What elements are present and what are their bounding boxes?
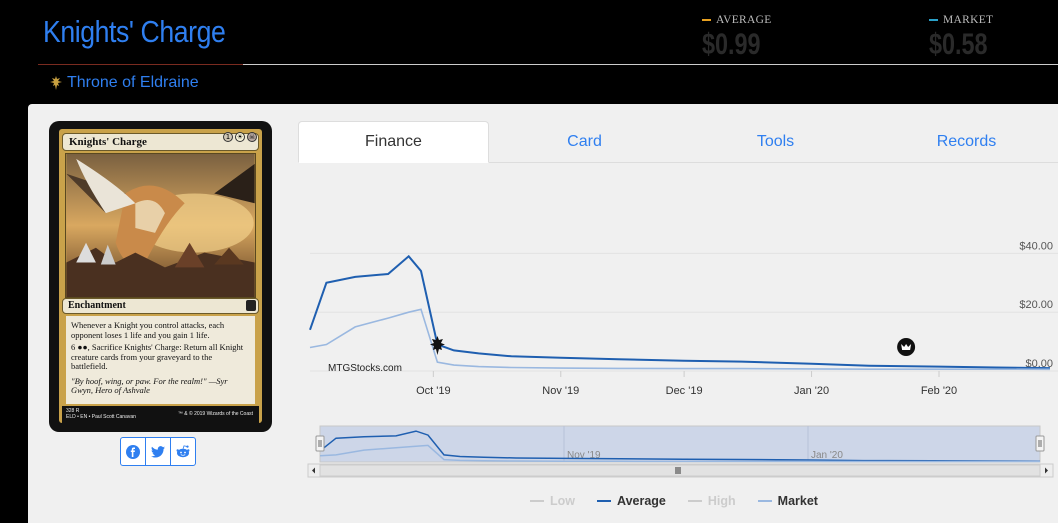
reddit-icon xyxy=(176,445,190,458)
series-line-market xyxy=(309,308,1051,371)
card-copyright: ™ & © 2019 Wizards of the Coast xyxy=(177,411,253,417)
market-price-stat: MARKET $0.58 xyxy=(929,14,1004,62)
twitter-share-button[interactable] xyxy=(145,437,171,466)
y-tick-label: $20.00 xyxy=(1019,299,1053,311)
market-color-dash xyxy=(929,19,938,21)
generic-mana-icon: 1 xyxy=(223,132,233,142)
reddit-share-button[interactable] xyxy=(170,437,196,466)
legend-label: Average xyxy=(617,494,666,508)
tab-bar: Finance Card Tools Records xyxy=(298,121,1058,163)
card-title: Knights' Charge xyxy=(43,14,226,49)
legend-item-average[interactable]: Average xyxy=(597,494,666,508)
market-label: MARKET xyxy=(943,14,994,26)
chart-watermark: MTGStocks.com xyxy=(328,363,402,374)
card-rules-text-1: Whenever a Knight you control attacks, e… xyxy=(71,320,225,340)
tab-finance[interactable]: Finance xyxy=(298,121,489,163)
navigator-tick-label: Nov '19 xyxy=(567,450,601,461)
header-divider xyxy=(243,64,1058,65)
chart-legend: Low Average High Market xyxy=(530,494,818,508)
navigator-range xyxy=(319,425,1041,463)
set-name[interactable]: Throne of Eldraine xyxy=(67,74,199,91)
legend-swatch xyxy=(530,500,544,502)
average-value: $0.99 xyxy=(702,28,761,61)
card-image-name: Knights' Charge xyxy=(62,133,259,151)
facebook-share-button[interactable] xyxy=(120,437,146,466)
card-set-symbol-icon xyxy=(246,300,256,311)
mana-cost: 1 ☀ ☠ xyxy=(223,132,257,142)
card-rules-box: Whenever a Knight you control attacks, e… xyxy=(66,316,255,404)
legend-swatch xyxy=(597,500,611,502)
legend-item-high[interactable]: High xyxy=(687,494,736,508)
navigator-series-market xyxy=(319,444,1040,463)
scroll-right-arrow-icon[interactable] xyxy=(1045,467,1048,474)
price-chart: $0.00 $20.00 $40.00 Oct '19 Nov '19 Dec '19 Ja… xyxy=(298,164,1058,523)
set-release-marker-icon xyxy=(429,336,445,355)
throne-of-eldraine-set-icon xyxy=(50,76,62,90)
black-mana-icon: ☠ xyxy=(247,132,257,142)
facebook-icon xyxy=(126,444,140,459)
average-price-stat: AVERAGE $0.99 xyxy=(702,14,777,62)
legend-label: Low xyxy=(550,494,575,508)
legend-swatch xyxy=(687,500,702,502)
legend-swatch xyxy=(757,500,772,502)
x-tick-label: Dec '19 xyxy=(666,385,703,397)
share-buttons xyxy=(120,437,196,466)
legend-item-low[interactable]: Low xyxy=(530,494,575,508)
legend-label: Market xyxy=(777,494,818,508)
navigator-tick-label: Jan '20 xyxy=(811,450,843,461)
average-color-dash xyxy=(702,19,711,21)
tab-card[interactable]: Card xyxy=(567,133,602,150)
card-type-line: Enchantment xyxy=(62,298,259,314)
plot-background xyxy=(306,172,1058,384)
scroll-left-arrow-icon[interactable] xyxy=(312,467,315,474)
set-link[interactable]: Throne of Eldraine xyxy=(50,74,199,92)
card-rules-text-2: 6 ●●, Sacrifice Knights' Charge: Return … xyxy=(71,342,244,371)
card-footer: 328 R ELD • EN • Paul Scott Canavan ™ & … xyxy=(62,406,259,423)
legend-item-market[interactable]: Market xyxy=(757,494,818,508)
x-tick-label: Feb '20 xyxy=(921,385,957,397)
tab-records[interactable]: Records xyxy=(936,133,997,150)
x-tick-label: Nov '19 xyxy=(542,385,579,397)
card-image: Knights' Charge 1 ☀ ☠ xyxy=(49,121,272,432)
white-mana-icon: ☀ xyxy=(235,132,245,142)
market-value: $0.58 xyxy=(929,28,988,61)
tab-tools[interactable]: Tools xyxy=(756,133,795,150)
legend-label: High xyxy=(707,494,736,508)
card-art xyxy=(65,153,256,298)
x-tick-label: Jan '20 xyxy=(794,385,829,397)
navigator-series-average xyxy=(319,430,1041,462)
navigator-handle-right[interactable] xyxy=(1035,435,1045,452)
card-collector-info: 328 R ELD • EN • Paul Scott Canavan xyxy=(66,408,136,420)
card-flavor-text: "By hoof, wing, or paw. For the realm!" … xyxy=(71,375,228,395)
navigator-handle-left[interactable] xyxy=(315,435,325,452)
series-line-average xyxy=(309,254,1051,370)
x-tick-label: Oct '19 xyxy=(416,385,451,397)
y-tick-label: $40.00 xyxy=(1019,240,1053,252)
event-marker-glyph xyxy=(901,344,912,350)
average-label: AVERAGE xyxy=(716,14,772,26)
title-divider xyxy=(38,64,243,65)
twitter-icon xyxy=(151,445,165,458)
